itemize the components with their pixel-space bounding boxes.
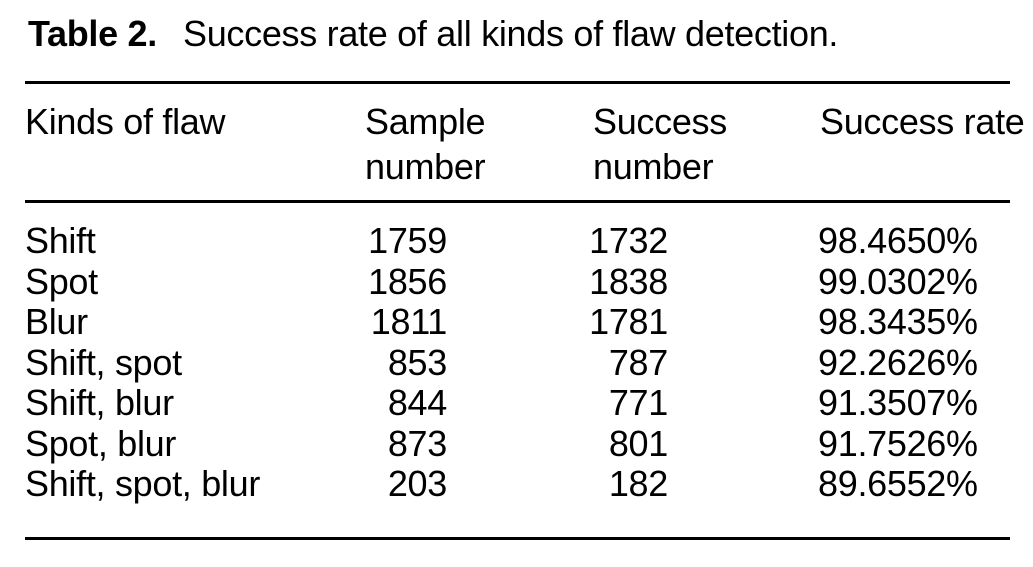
table-row: Shift 1759 1732 98.4650% — [25, 220, 1010, 262]
column-header-kinds-of-flaw: Kinds of flaw — [25, 101, 226, 142]
table-caption-text: Success rate of all kinds of flaw detect… — [182, 13, 839, 54]
table-row: Shift, spot, blur 203 182 89.6552% — [25, 463, 1010, 505]
cell-sample-number: 1856 — [368, 260, 447, 302]
cell-sample-number: 873 — [387, 422, 447, 464]
table-rule-bottom — [25, 537, 1010, 540]
cell-success-rate: 92.2626% — [818, 341, 978, 383]
cell-success-number: 801 — [608, 422, 668, 464]
table-row: Shift, blur 844 771 91.3507% — [25, 382, 1010, 424]
cell-success-rate: 99.0302% — [818, 260, 978, 302]
table-header-row: Kinds of flaw Sample number Success numb… — [25, 99, 1025, 189]
cell-success-rate: 91.7526% — [818, 422, 978, 464]
cell-success-rate: 89.6552% — [818, 463, 978, 504]
column-header-sample-number: Sample number — [365, 101, 486, 187]
cell-sample-number: 1759 — [368, 220, 447, 261]
cell-success-rate: 98.4650% — [818, 220, 978, 261]
table-row: Shift, spot 853 787 92.2626% — [25, 341, 1010, 384]
cell-success-number: 787 — [608, 341, 668, 383]
table-rule-header-divider — [25, 200, 1010, 203]
cell-sample-number: 1811 — [370, 301, 448, 342]
cell-sample-number: 844 — [387, 382, 447, 423]
table-row: Spot 1856 1838 99.0302% — [25, 260, 1010, 303]
cell-flaw: Spot, blur — [25, 422, 177, 464]
cell-success-rate: 98.3435% — [818, 301, 978, 342]
cell-success-number: 1838 — [589, 260, 668, 302]
cell-flaw: Blur — [25, 301, 88, 342]
table-row: Spot, blur 873 801 91.7526% — [25, 422, 1010, 465]
table-caption: Table 2. Success rate of all kinds of fla… — [28, 12, 838, 56]
cell-flaw: Shift, spot, blur — [25, 463, 261, 504]
cell-success-rate: 91.3507% — [818, 382, 978, 423]
table-row: Blur 1811 1781 98.3435% — [25, 301, 1010, 343]
table-body: Shift 1759 1732 98.4650% Spot 1856 1838 … — [25, 220, 1010, 505]
cell-flaw: Shift, blur — [25, 382, 174, 423]
column-header-success-rate: Success rate — [820, 101, 1025, 142]
cell-success-number: 771 — [608, 382, 668, 423]
cell-sample-number: 203 — [387, 463, 447, 504]
cell-sample-number: 853 — [387, 341, 447, 383]
cell-success-number: 1781 — [589, 301, 668, 342]
column-header-success-number: Success number — [593, 101, 727, 187]
cell-flaw: Shift, spot — [25, 341, 182, 383]
cell-success-number: 182 — [608, 463, 668, 504]
table-rule-top — [25, 81, 1010, 84]
cell-flaw: Spot — [25, 260, 98, 302]
cell-success-number: 1732 — [589, 220, 668, 261]
table-caption-label: Table 2. — [28, 13, 157, 54]
cell-flaw: Shift — [25, 220, 96, 261]
